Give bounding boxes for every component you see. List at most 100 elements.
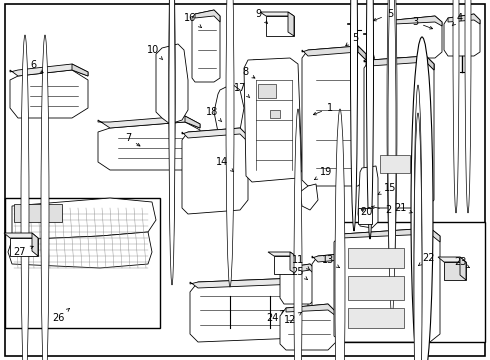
Polygon shape <box>244 58 302 182</box>
Polygon shape <box>274 256 296 274</box>
Ellipse shape <box>387 0 397 287</box>
Polygon shape <box>390 16 442 58</box>
Text: 20: 20 <box>360 207 372 217</box>
Polygon shape <box>258 64 276 78</box>
Bar <box>5 198 160 328</box>
Text: 19: 19 <box>315 167 332 180</box>
Polygon shape <box>190 278 308 342</box>
Text: 16: 16 <box>184 13 201 27</box>
Polygon shape <box>32 233 38 256</box>
Polygon shape <box>288 12 294 36</box>
Text: 14: 14 <box>216 157 233 171</box>
Bar <box>380 155 410 173</box>
Polygon shape <box>302 46 366 60</box>
Ellipse shape <box>350 0 358 231</box>
Text: 10: 10 <box>147 45 163 60</box>
Polygon shape <box>182 128 248 214</box>
Ellipse shape <box>41 35 49 360</box>
Polygon shape <box>300 184 318 210</box>
Text: 2: 2 <box>371 205 391 215</box>
Polygon shape <box>280 264 316 304</box>
Text: 7: 7 <box>125 133 140 146</box>
Text: 5: 5 <box>373 9 393 21</box>
Polygon shape <box>10 238 38 256</box>
Polygon shape <box>444 262 466 280</box>
Text: 24: 24 <box>266 310 283 323</box>
Ellipse shape <box>226 0 234 287</box>
Polygon shape <box>156 44 188 124</box>
Text: 12: 12 <box>284 312 301 325</box>
Polygon shape <box>260 12 294 16</box>
Ellipse shape <box>414 85 422 360</box>
Polygon shape <box>268 252 296 256</box>
Polygon shape <box>364 56 434 208</box>
Text: 25: 25 <box>292 267 307 279</box>
Polygon shape <box>98 116 200 128</box>
Text: 21: 21 <box>394 203 412 213</box>
Polygon shape <box>358 46 366 60</box>
Text: 18: 18 <box>206 107 222 122</box>
Polygon shape <box>214 84 244 138</box>
Polygon shape <box>72 64 88 76</box>
Polygon shape <box>4 233 38 238</box>
Polygon shape <box>334 228 440 342</box>
Polygon shape <box>342 228 440 242</box>
Polygon shape <box>271 60 276 78</box>
Bar <box>14 204 62 222</box>
Polygon shape <box>253 60 276 64</box>
Text: 5: 5 <box>346 33 358 46</box>
Polygon shape <box>266 16 294 36</box>
Bar <box>337 222 485 342</box>
Ellipse shape <box>367 0 373 239</box>
Text: 8: 8 <box>242 67 255 78</box>
Text: 15: 15 <box>378 183 396 194</box>
Ellipse shape <box>169 0 175 285</box>
Ellipse shape <box>411 37 433 360</box>
Polygon shape <box>10 70 88 118</box>
Polygon shape <box>286 304 336 316</box>
Polygon shape <box>284 264 316 276</box>
Polygon shape <box>312 252 370 266</box>
Bar <box>358 208 372 224</box>
Ellipse shape <box>169 0 175 265</box>
Polygon shape <box>290 252 296 274</box>
Polygon shape <box>426 56 434 70</box>
Polygon shape <box>192 10 220 82</box>
Polygon shape <box>182 128 248 142</box>
Polygon shape <box>8 232 152 268</box>
Bar <box>348 308 404 328</box>
Polygon shape <box>190 278 308 292</box>
Text: 13: 13 <box>322 255 340 267</box>
Ellipse shape <box>169 0 175 245</box>
Text: 26: 26 <box>52 309 70 323</box>
Ellipse shape <box>388 0 396 315</box>
Polygon shape <box>280 304 336 350</box>
Text: 27: 27 <box>14 246 33 257</box>
Text: 11: 11 <box>292 255 309 270</box>
Polygon shape <box>12 198 156 240</box>
Polygon shape <box>395 16 442 26</box>
Polygon shape <box>312 252 370 312</box>
Polygon shape <box>185 116 200 128</box>
Polygon shape <box>438 257 466 262</box>
Ellipse shape <box>294 109 302 360</box>
Text: 3: 3 <box>412 17 433 29</box>
Ellipse shape <box>414 113 422 360</box>
Polygon shape <box>364 56 434 70</box>
Bar <box>258 84 276 98</box>
Text: 22: 22 <box>418 253 434 266</box>
Ellipse shape <box>335 109 345 360</box>
Text: 17: 17 <box>234 83 250 98</box>
Polygon shape <box>460 257 466 280</box>
Polygon shape <box>448 14 480 24</box>
Polygon shape <box>358 166 378 228</box>
Polygon shape <box>195 10 220 22</box>
Text: 6: 6 <box>30 60 43 73</box>
Ellipse shape <box>21 35 29 360</box>
Polygon shape <box>10 64 88 76</box>
Text: 1: 1 <box>314 103 333 115</box>
Bar <box>348 248 404 268</box>
Bar <box>270 110 280 118</box>
Bar <box>348 276 404 300</box>
Ellipse shape <box>453 0 459 213</box>
